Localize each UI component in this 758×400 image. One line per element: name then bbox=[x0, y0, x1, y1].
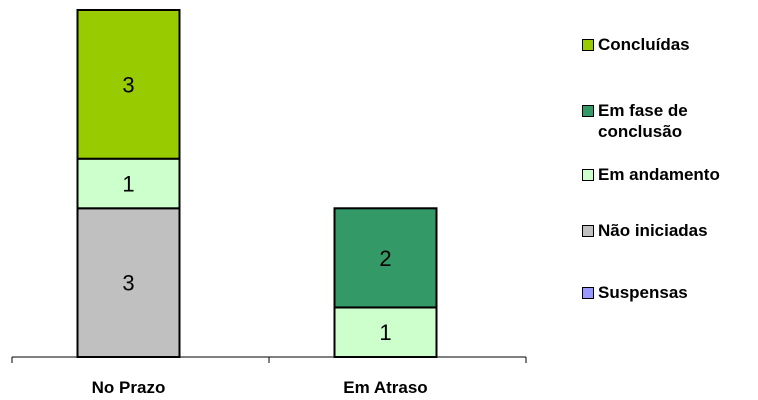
bar-value-label: 3 bbox=[122, 72, 134, 97]
bar-segment bbox=[76, 207, 181, 358]
legend-label: Em andamento bbox=[598, 165, 720, 184]
legend-label: Não iniciadas bbox=[598, 221, 708, 240]
category-label: Em Atraso bbox=[343, 378, 427, 397]
legend-item: Concluídas bbox=[582, 34, 754, 55]
bar-value-label: 1 bbox=[379, 320, 391, 345]
category-label: No Prazo bbox=[92, 378, 166, 397]
legend-swatch bbox=[582, 105, 594, 117]
legend-swatch bbox=[582, 39, 594, 51]
bar-segment bbox=[333, 306, 438, 358]
legend-swatch bbox=[582, 225, 594, 237]
bars-group: 3 1 3 1 2 bbox=[76, 9, 438, 358]
legend-label: Em fase de conclusão bbox=[598, 101, 688, 141]
legend-item: Em andamento bbox=[582, 164, 754, 185]
legend-label: Concluídas bbox=[598, 35, 690, 54]
legend-label: Suspensas bbox=[598, 283, 688, 302]
legend-item: Não iniciadas bbox=[582, 220, 754, 241]
legend-item: Suspensas bbox=[582, 282, 754, 303]
bar-segment bbox=[76, 157, 181, 210]
legend-item: Em fase de conclusão bbox=[582, 100, 726, 142]
legend-swatch bbox=[582, 287, 594, 299]
bar-segment bbox=[333, 207, 438, 309]
bar-value-label: 3 bbox=[122, 271, 134, 296]
bar-value-label: 1 bbox=[122, 172, 134, 197]
bar-value-label: 2 bbox=[379, 246, 391, 271]
category-labels: No Prazo Em Atraso bbox=[92, 378, 428, 397]
bar-segment bbox=[76, 9, 181, 160]
x-axis bbox=[11, 356, 527, 363]
legend-swatch bbox=[582, 169, 594, 181]
